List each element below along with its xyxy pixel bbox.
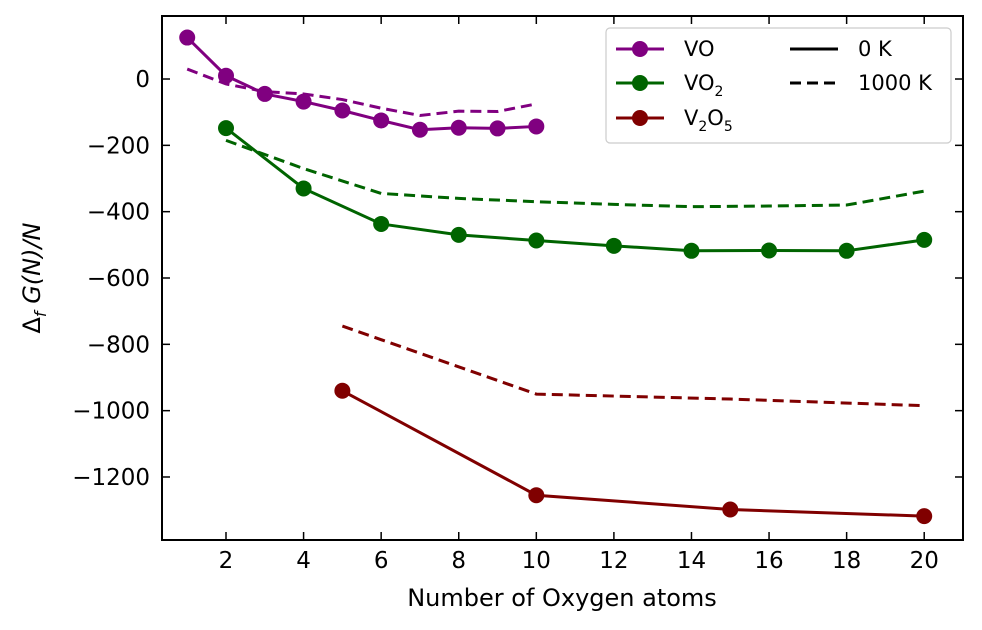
v2o5-0k-line <box>341 389 925 518</box>
x-tick-label: 8 <box>451 548 466 574</box>
y-tick-label: −600 <box>87 266 150 292</box>
x-tick-label: 2 <box>219 548 234 574</box>
v2o5-0k-point <box>722 501 739 518</box>
legend-marker-v2o5 <box>632 110 648 126</box>
vo-0k-point <box>528 118 545 135</box>
x-tick-label: 20 <box>910 548 939 574</box>
vo2-0k-point <box>916 231 933 248</box>
vo-0k-point <box>450 119 467 136</box>
vo2-0k-point <box>683 242 700 259</box>
vo2-0k-line <box>225 126 925 253</box>
v2o5-0k-point <box>334 382 351 399</box>
v2o5-0k-point <box>916 508 933 525</box>
legend-style-label-solid: 0 K <box>858 37 893 61</box>
y-axis-label: Δf G(N)/N <box>18 222 50 333</box>
vo2-0k-point <box>761 242 778 259</box>
vo-0k-point <box>295 93 312 110</box>
vo-0k-point <box>218 67 235 84</box>
x-axis-label: Number of Oxygen atoms <box>407 584 717 612</box>
x-tick-label: 12 <box>599 548 628 574</box>
x-tick-label: 10 <box>522 548 551 574</box>
vo2-0k-point <box>218 120 235 137</box>
vo2-0k-point <box>838 242 855 259</box>
legend-marker-vo <box>632 41 648 57</box>
vo2-1000k-line <box>225 138 925 209</box>
legend-label-vo2: VO2 <box>684 71 723 100</box>
vo-0k-point <box>489 120 506 137</box>
legend: VO VO2 V2O5 0 K 1000 K <box>605 27 952 144</box>
y-tick-label: −1200 <box>72 465 150 491</box>
x-tick-label: 18 <box>832 548 861 574</box>
vo2-0k-point <box>295 180 312 197</box>
x-tick-label: 6 <box>374 548 389 574</box>
vo-0k-point <box>373 112 390 129</box>
legend-label-vo: VO <box>684 37 715 61</box>
vo-0k-point <box>411 121 428 138</box>
plot-lines <box>179 29 933 525</box>
vo-0k-point <box>256 85 273 102</box>
plot-frame <box>161 15 964 541</box>
vo2-0k-point <box>450 226 467 243</box>
vo2-0k-point <box>528 232 545 249</box>
legend-label-v2o5: V2O5 <box>684 106 733 135</box>
x-tick-label: 4 <box>296 548 311 574</box>
vo2-0k-point <box>605 237 622 254</box>
axis-ticks: 2 4 6 8 10 12 14 16 18 20 0 −200 −400 −600 −800 −1000 −1… <box>72 16 963 574</box>
y-tick-label: −800 <box>87 332 150 358</box>
y-tick-label: −400 <box>87 200 150 226</box>
y-tick-label: −200 <box>87 133 150 159</box>
vo-0k-point <box>179 29 196 46</box>
legend-style-label-dashed: 1000 K <box>858 71 933 95</box>
v2o5-1000k-line <box>341 324 925 408</box>
v2o5-0k-point <box>528 487 545 504</box>
x-tick-label: 14 <box>677 548 706 574</box>
x-tick-label: 16 <box>754 548 783 574</box>
y-tick-label: −1000 <box>72 399 150 425</box>
vo-0k-point <box>334 102 351 119</box>
legend-box <box>605 27 952 144</box>
vo-1000k-line <box>186 67 537 118</box>
vo-0k-line <box>186 36 537 132</box>
legend-marker-vo2 <box>632 75 648 91</box>
vo2-0k-point <box>373 215 390 232</box>
y-tick-label: 0 <box>135 67 150 93</box>
